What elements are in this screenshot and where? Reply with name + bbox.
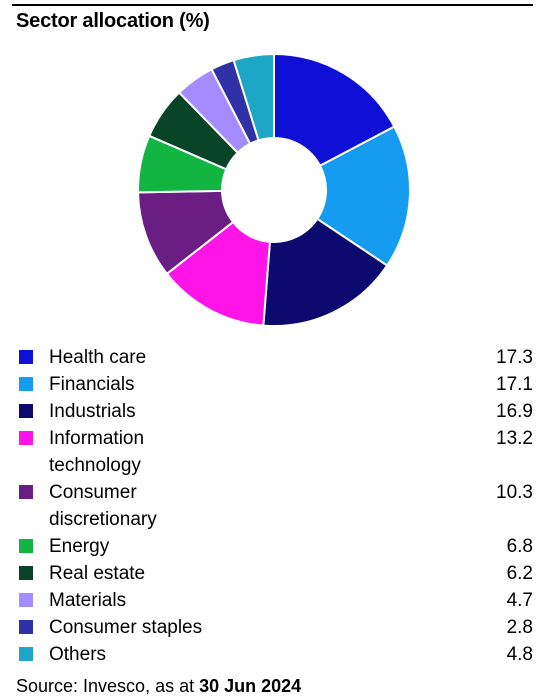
legend-swatch	[19, 404, 33, 418]
legend-swatch	[19, 593, 33, 607]
legend-label: Information technology	[49, 428, 145, 476]
donut-slice-industrials	[262, 217, 389, 327]
chart-title: Sector allocation (%)	[16, 10, 210, 32]
source-date: 30 Jun 2024	[199, 676, 302, 696]
legend-swatch	[19, 566, 33, 580]
legend-value: 6.2	[506, 563, 533, 584]
legend-swatch	[19, 539, 33, 553]
legend-swatch	[19, 350, 33, 364]
legend-value: 13.2	[496, 428, 533, 449]
legend: Health care 17.3 Financials 17.1 Industrials…	[16, 344, 533, 668]
legend-label: Others	[49, 644, 107, 665]
legend-value: 17.1	[496, 374, 533, 395]
donut-chart	[137, 52, 411, 327]
legend-item-health-care: Health care 17.3	[16, 344, 533, 371]
legend-value: 10.3	[496, 482, 533, 503]
donut-slice-health-care	[273, 52, 396, 168]
donut-slice-others	[232, 52, 275, 142]
legend-label: Health care	[49, 347, 147, 368]
legend-value: 16.9	[496, 401, 533, 422]
legend-item-consumer-discretionary: Consumer discretionary 10.3	[16, 479, 533, 533]
legend-swatch	[19, 431, 33, 445]
legend-label: Real estate	[49, 563, 146, 584]
legend-label: Financials	[49, 374, 135, 395]
legend-item-consumer-staples: Consumer staples 2.8	[16, 614, 533, 641]
legend-swatch	[19, 377, 33, 391]
donut-slice-financials	[315, 125, 411, 267]
legend-label: Consumer discretionary	[49, 482, 157, 530]
legend-label: Energy	[49, 536, 110, 557]
legend-value: 2.8	[506, 617, 533, 638]
legend-item-others: Others 4.8	[16, 641, 533, 668]
legend-label: Materials	[49, 590, 127, 611]
legend-item-materials: Materials 4.7	[16, 587, 533, 614]
top-rule	[12, 4, 533, 6]
legend-label: Industrials	[49, 401, 136, 422]
legend-value: 6.8	[506, 536, 533, 557]
legend-swatch	[19, 485, 33, 499]
legend-label: Consumer staples	[49, 617, 203, 638]
legend-value: 4.7	[506, 590, 533, 611]
source-note: Source: Invesco, as at 30 Jun 2024	[16, 675, 301, 697]
legend-item-industrials: Industrials 16.9	[16, 398, 533, 425]
legend-item-information-technology: Information technology 13.2	[16, 425, 533, 479]
legend-swatch	[19, 620, 33, 634]
legend-swatch	[19, 647, 33, 661]
legend-item-energy: Energy 6.8	[16, 533, 533, 560]
legend-item-real-estate: Real estate 6.2	[16, 560, 533, 587]
legend-value: 17.3	[496, 347, 533, 368]
legend-value: 4.8	[506, 644, 533, 665]
legend-item-financials: Financials 17.1	[16, 371, 533, 398]
source-prefix: Source: Invesco, as at	[16, 676, 200, 696]
